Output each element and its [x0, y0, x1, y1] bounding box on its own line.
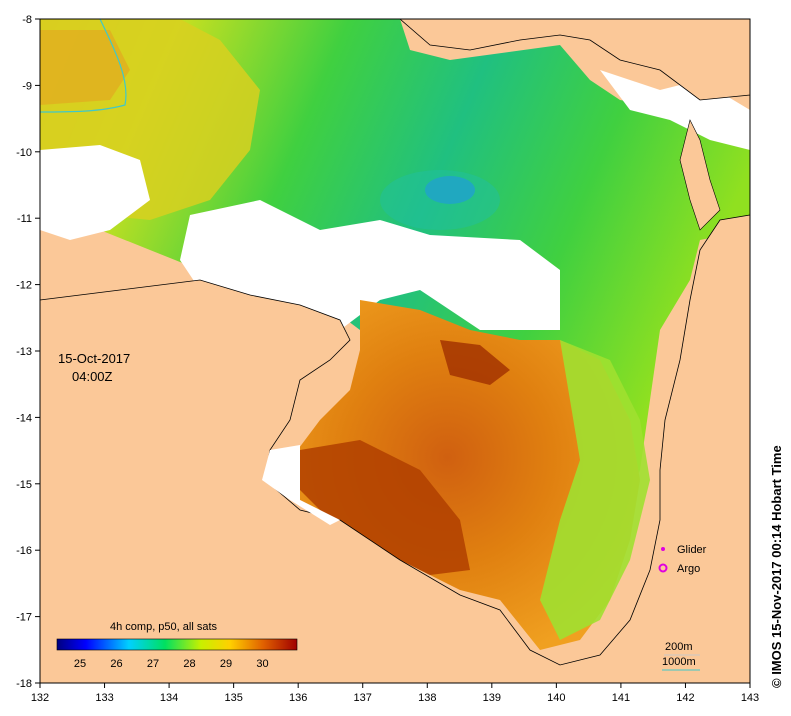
- colorbar-label: 29: [220, 658, 232, 670]
- colorbar-title: 4h comp, p50, all sats: [110, 621, 218, 633]
- cape-york-tip: [679, 119, 721, 231]
- map-time: 04:00Z: [72, 369, 113, 384]
- y-tick-label: -9: [22, 80, 32, 92]
- x-tick-label: 139: [483, 692, 501, 704]
- y-tick-label: -13: [16, 346, 32, 358]
- y-tick-label: -14: [16, 412, 32, 424]
- y-tick-label: -16: [16, 545, 32, 557]
- x-tick-label: 142: [676, 692, 694, 704]
- x-tick-label: 141: [612, 692, 630, 704]
- legend-argo: Argo: [677, 563, 700, 575]
- y-tick-label: -18: [16, 678, 32, 690]
- y-tick-label: -11: [17, 213, 32, 225]
- y-tick-label: -15: [16, 479, 32, 491]
- x-tick-label: 138: [418, 692, 436, 704]
- coastal-white-fringe: [262, 445, 340, 525]
- legend-contour-200m: 200m: [665, 641, 693, 653]
- glider-marker-icon: [661, 547, 665, 551]
- legend-contour-1000m: 1000m: [662, 656, 696, 668]
- y-tick-label: -10: [16, 147, 32, 159]
- colorbar-label: 30: [256, 658, 268, 670]
- x-tick-label: 136: [289, 692, 307, 704]
- credit-text: © IMOS 15-Nov-2017 00:14 Hobart Time: [769, 445, 784, 688]
- gulf-hot-sw: [300, 440, 470, 575]
- gulf-hot-n: [440, 340, 510, 385]
- colorbar-label: 25: [74, 658, 86, 670]
- cool-patch: [380, 170, 500, 230]
- colorbar: [56, 638, 298, 651]
- y-axis: -8 -9 -10 -11 -12 -13 -14 -15 -16 -17 -18: [16, 14, 40, 690]
- x-tick-label: 135: [224, 692, 242, 704]
- no-data-west: [40, 145, 150, 240]
- x-tick-label: 143: [741, 692, 759, 704]
- argo-marker-icon: [658, 563, 668, 573]
- arnhem-land: [39, 214, 751, 684]
- y-tick-label: -17: [16, 612, 32, 624]
- colorbar-label: 26: [110, 658, 122, 670]
- legend-glider: Glider: [677, 544, 707, 556]
- x-tick-label: 133: [95, 692, 113, 704]
- western-warm-patch: [40, 30, 130, 105]
- map-border: [39, 18, 751, 684]
- no-data-band: [180, 200, 560, 330]
- colorbar-label: 27: [147, 658, 159, 670]
- y-tick-label: -12: [16, 280, 32, 292]
- gulf-green-east: [540, 340, 650, 640]
- colorbar-labels: 25 26 27 28 29 30: [74, 658, 269, 670]
- x-tick-label: 132: [31, 692, 49, 704]
- map-date: 15-Oct-2017: [58, 351, 130, 366]
- y-tick-label: -8: [22, 14, 32, 26]
- x-axis: 132 133 134 135 136 137 138 139 140 141 142 143: [31, 683, 759, 704]
- isobath-200m: [39, 18, 127, 113]
- x-tick-label: 134: [160, 692, 178, 704]
- x-tick-label: 140: [547, 692, 565, 704]
- x-tick-label: 137: [354, 692, 372, 704]
- colorbar-label: 28: [183, 658, 195, 670]
